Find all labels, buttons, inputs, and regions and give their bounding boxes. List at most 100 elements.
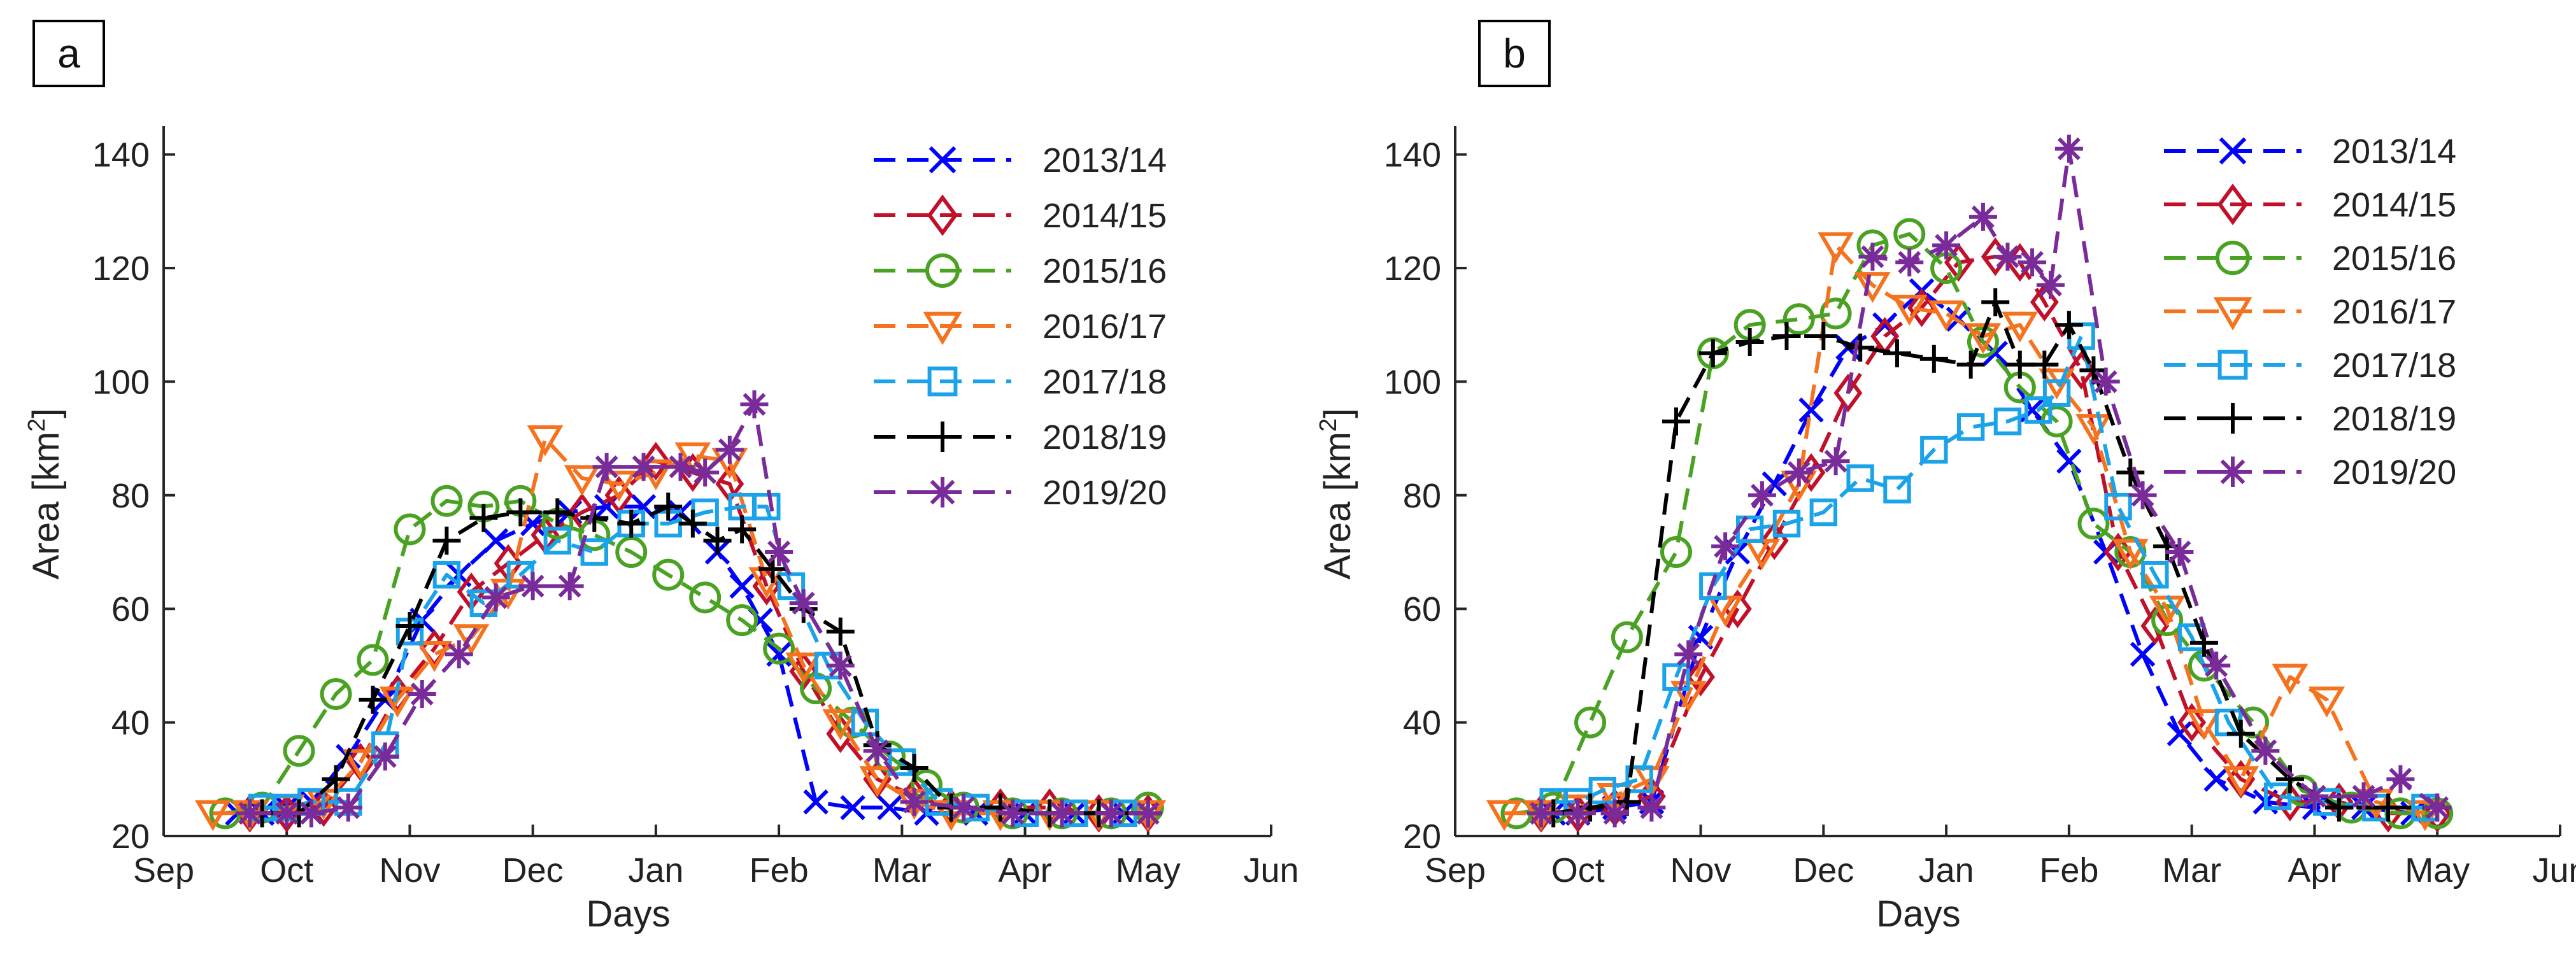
legend-marker: [927, 366, 958, 397]
data-point-marker: [2141, 560, 2169, 589]
data-point-marker: [666, 453, 695, 481]
legend-marker: [2219, 137, 2247, 165]
y-tick-label: 100: [1384, 363, 1441, 401]
data-point-marker: [555, 572, 584, 600]
data-point-marker: [2140, 606, 2170, 646]
panel-letter-box: [32, 20, 105, 87]
data-point-marker: [527, 425, 564, 457]
data-point-marker: [2091, 367, 2120, 396]
y-axis-title-main: Area [km: [1317, 432, 1358, 579]
legend-label: 2013/14: [2332, 132, 2456, 171]
data-point-marker: [320, 678, 352, 710]
data-point-marker: [2165, 538, 2194, 566]
legend-label: 2016/17: [2332, 293, 2456, 331]
data-point-marker: [1600, 799, 1629, 828]
legend: 2013/14 2014/15 2015/16 2016/17 2017/18 2018/…: [874, 141, 1167, 512]
data-point-marker: [1833, 373, 1863, 413]
data-point-marker: [395, 611, 424, 640]
data-point-marker: [999, 799, 1027, 828]
legend-marker: [2217, 350, 2248, 380]
data-point-marker: [2275, 765, 2304, 793]
y-tick-label: 120: [92, 250, 150, 288]
legend: 2013/14 2014/15 2015/16 2016/17 2017/18 2018/…: [2164, 132, 2456, 492]
data-point-marker: [1920, 436, 1948, 464]
x-tick-label: Dec: [1793, 851, 1854, 890]
x-tick-label: Oct: [260, 851, 313, 890]
panel-letter: b: [1503, 31, 1526, 76]
data-point-marker: [1956, 350, 1985, 379]
legend-marker: [927, 477, 958, 507]
data-point-marker: [1526, 799, 1555, 828]
y-axis-title: Area [km2]: [24, 408, 67, 579]
data-point-marker: [900, 753, 929, 782]
series-line: [1553, 300, 2438, 816]
data-point-marker: [2423, 793, 2452, 822]
data-point-marker: [592, 453, 621, 481]
data-point-marker: [859, 766, 896, 797]
data-point-marker: [2203, 767, 2229, 792]
data-point-marker: [691, 458, 720, 487]
x-tick-label: Jan: [628, 851, 683, 890]
data-point-marker: [1846, 464, 1874, 492]
data-point-marker: [715, 436, 744, 464]
data-point-marker: [2024, 396, 2053, 424]
legend-marker: [2217, 457, 2248, 487]
data-point-marker: [334, 793, 362, 822]
data-point-marker: [2263, 782, 2292, 811]
data-point-marker: [1944, 243, 1973, 282]
legend-label: 2016/17: [1042, 308, 1167, 346]
data-point-marker: [840, 795, 865, 821]
y-axis-title-end: ]: [1317, 408, 1358, 418]
data-point-marker: [1883, 339, 1911, 367]
series-line: [1516, 232, 2438, 816]
series-line: [225, 499, 1149, 816]
x-tick-label: Apr: [2288, 851, 2341, 890]
y-tick-label: 60: [1403, 590, 1441, 628]
y-tick-label: 140: [92, 136, 150, 174]
data-point-marker: [2039, 368, 2075, 400]
data-point-marker: [2077, 507, 2110, 540]
data-point-marker: [652, 558, 685, 591]
data-point-marker: [2349, 782, 2378, 811]
data-point-marker: [2018, 248, 2047, 277]
data-point-marker: [2202, 651, 2231, 680]
data-point-marker: [580, 538, 608, 566]
data-point-marker: [2167, 721, 2193, 747]
data-point-marker: [506, 498, 535, 527]
legend-label: 2017/18: [2332, 346, 2456, 385]
data-point-marker: [1965, 323, 2002, 354]
data-point-marker: [617, 509, 646, 538]
data-point-marker: [753, 492, 781, 521]
data-point-marker: [469, 504, 498, 532]
data-point-marker: [2309, 686, 2345, 718]
data-point-marker: [1048, 799, 1076, 828]
data-point-marker: [483, 528, 509, 553]
data-point-marker: [2272, 663, 2309, 695]
data-point-marker: [2054, 311, 2083, 339]
series-line: [1541, 146, 2439, 816]
data-point-marker: [2104, 492, 2132, 521]
data-point-marker: [1611, 621, 1643, 653]
data-point-marker: [2079, 356, 2108, 385]
data-point-marker: [1784, 458, 1813, 487]
data-point-marker: [236, 799, 264, 828]
legend-label: 2014/15: [2332, 186, 2456, 224]
data-point-marker: [1981, 288, 2010, 316]
data-point-marker: [1809, 498, 1838, 527]
data-point-marker: [1956, 413, 1985, 441]
data-point-marker: [518, 572, 547, 600]
data-point-marker: [1662, 407, 1690, 436]
y-tick-label: 20: [1403, 818, 1441, 856]
data-point-marker: [1711, 532, 1740, 561]
legend-marker: [929, 146, 957, 174]
data-point-marker: [1563, 799, 1592, 828]
data-point-marker: [1698, 339, 1727, 367]
data-point-marker: [1919, 344, 1948, 373]
data-point-marker: [2386, 765, 2415, 793]
data-point-marker: [1993, 408, 2022, 436]
data-point-marker: [1928, 300, 1965, 332]
data-point-marker: [2130, 641, 2156, 667]
x-tick-label: Jun: [1243, 851, 1299, 890]
data-point-marker: [2374, 793, 2403, 822]
panel-letter-box: [1478, 20, 1551, 87]
